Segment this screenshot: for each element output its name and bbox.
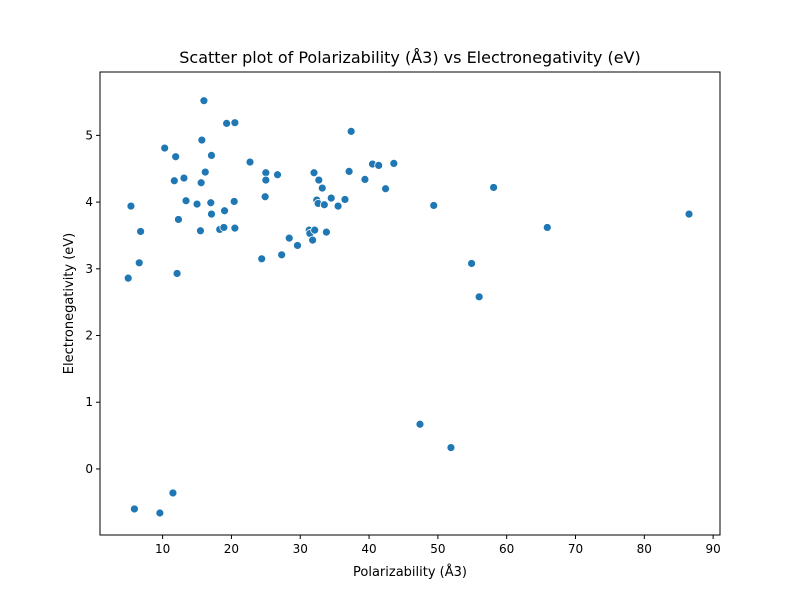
data-point [257,254,267,264]
data-point [169,176,179,186]
data-points [123,96,694,518]
data-point [130,504,139,514]
data-point [308,235,318,245]
x-tick-label: 60 [499,542,514,556]
data-point [222,118,232,128]
data-point [381,184,390,194]
data-point [206,198,216,208]
data-point [333,201,343,211]
x-tick-label: 50 [430,542,445,556]
data-point [134,258,144,268]
data-point [219,223,229,232]
data-point [277,250,287,260]
data-point [174,215,183,224]
data-point [123,273,133,283]
y-tick-label: 2 [85,329,93,343]
data-point [160,143,170,153]
data-point [326,193,336,203]
data-point [207,150,216,160]
x-tick-label: 70 [568,542,583,556]
y-tick-label: 3 [85,262,93,276]
y-axis: 0 1 2 3 4 5 [85,128,100,476]
data-point [319,200,329,210]
data-point [317,183,327,193]
y-tick-label: 1 [85,395,93,409]
data-point [199,96,209,106]
data-point [172,269,182,278]
data-point [207,209,216,219]
data-point [181,196,191,206]
data-point [261,168,271,178]
data-point [196,226,205,236]
x-tick-label: 80 [637,542,652,556]
data-point [415,419,425,429]
data-point [260,192,270,202]
data-point [200,167,210,177]
data-point [360,175,370,184]
plot-area [99,71,721,536]
data-point [261,175,271,185]
data-point [321,227,331,237]
x-tick-label: 20 [224,542,239,556]
data-point [136,227,145,236]
data-point [344,167,354,176]
y-tick-label: 5 [85,128,93,142]
y-tick-label: 0 [85,462,93,476]
data-point [474,292,484,302]
data-point [229,197,239,206]
data-point [230,223,240,233]
data-point [309,168,319,178]
data-point [179,173,189,183]
data-point [155,508,165,518]
data-point [374,161,384,170]
data-point [467,259,476,268]
data-point [293,241,302,250]
chart-title: Scatter plot of Polarizability (Å3) vs E… [179,48,640,67]
data-point [273,170,282,180]
x-axis: 10 20 30 40 50 60 70 80 90 [155,535,721,556]
data-point [192,199,202,209]
data-point [684,209,694,219]
data-point [230,118,240,128]
data-point [284,233,294,243]
data-point [168,488,178,498]
x-tick-label: 90 [705,542,720,556]
data-point [346,126,356,136]
data-point [340,195,350,204]
data-point [171,152,181,162]
x-tick-label: 10 [155,542,170,556]
data-point [446,443,456,453]
y-tick-label: 4 [85,195,93,209]
data-point [196,178,206,188]
data-point [197,135,207,145]
data-point [126,201,136,211]
data-point [220,206,229,216]
data-point [245,157,255,167]
data-point [489,183,499,192]
x-tick-label: 30 [293,542,308,556]
x-axis-label: Polarizability (Å3) [353,564,467,580]
data-point [314,175,324,185]
x-tick-label: 40 [361,542,376,556]
y-axis-label: Electronegativity (eV) [62,233,77,375]
data-point [542,223,552,232]
data-point [429,201,439,210]
data-point [310,225,320,235]
data-point [389,158,399,168]
